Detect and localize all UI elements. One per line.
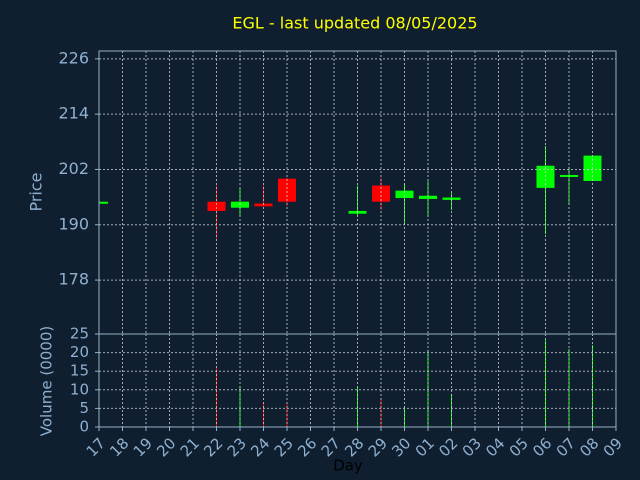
y-axis-label: Price <box>27 172 46 211</box>
y-tick-label: 214 <box>58 104 89 123</box>
x-tick-label: 29 <box>365 434 391 460</box>
x-tick-label: 04 <box>482 434 508 460</box>
volume-tick-label: 15 <box>70 362 89 380</box>
y-tick-label: 190 <box>58 214 89 233</box>
x-tick-label: 03 <box>459 434 485 460</box>
volume-axis-label: Volume (0000) <box>38 326 56 436</box>
x-tick-label: 09 <box>600 434 626 460</box>
candle-body <box>99 201 108 204</box>
candle-body <box>419 195 437 199</box>
x-tick-label: 22 <box>200 434 226 460</box>
candle-body <box>372 185 390 202</box>
volume-tick-label: 25 <box>70 325 89 343</box>
x-tick-label: 06 <box>529 434 555 460</box>
x-tick-label: 07 <box>553 434 579 460</box>
volume-tick-label: 20 <box>70 343 89 361</box>
x-tick-label: 02 <box>435 434 461 460</box>
candle-body <box>278 178 296 202</box>
volume-tick-label: 0 <box>79 418 89 436</box>
x-tick-label: 26 <box>294 434 320 460</box>
x-tick-label: 25 <box>271 434 297 460</box>
x-tick-label: 24 <box>247 434 273 460</box>
x-tick-label: 19 <box>130 434 156 460</box>
volume-tick-label: 10 <box>70 380 89 398</box>
candle-body <box>207 201 226 211</box>
y-tick-label: 202 <box>58 159 89 178</box>
x-tick-label: 17 <box>83 434 109 460</box>
x-axis-label: Day <box>333 457 363 475</box>
x-tick-label: 21 <box>177 434 203 460</box>
y-tick-label: 226 <box>58 48 89 67</box>
x-tick-label: 20 <box>153 434 179 460</box>
x-tick-label: 23 <box>224 434 250 460</box>
candle-body <box>442 197 461 200</box>
y-tick-label: 178 <box>58 270 89 289</box>
candle-body <box>395 190 414 199</box>
volume-tick-label: 5 <box>79 399 89 417</box>
chart-title: EGL - last updated 08/05/2025 <box>232 14 477 33</box>
x-tick-label: 01 <box>412 434 438 460</box>
x-tick-label: 18 <box>106 434 132 460</box>
x-tick-label: 30 <box>388 434 414 460</box>
x-tick-label: 05 <box>506 434 532 460</box>
volume-frame <box>98 333 617 428</box>
x-tick-label: 08 <box>576 434 602 460</box>
